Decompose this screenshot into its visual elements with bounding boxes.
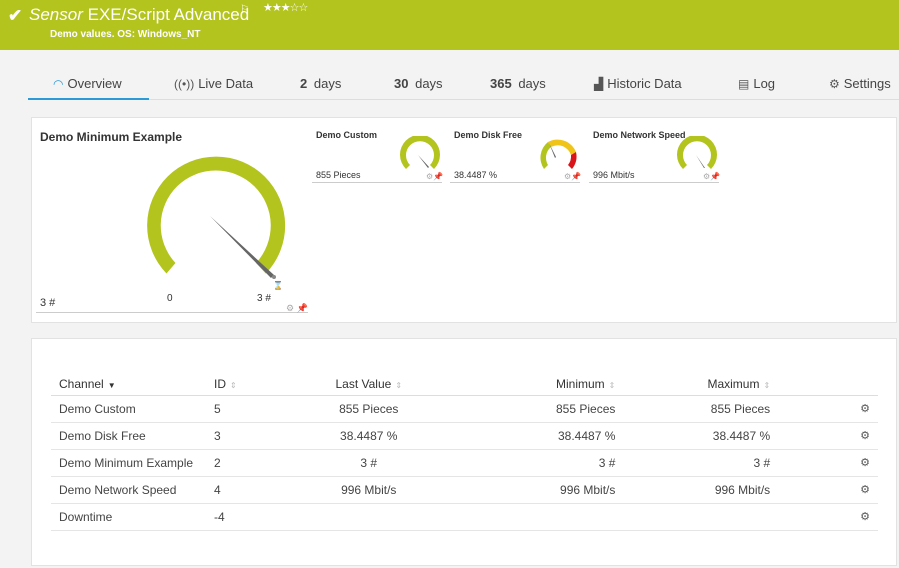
tab-bar: ◠ Overview ((•)) Live Data 2 days 30 days … (28, 64, 899, 100)
channels-panel: Channel ▼ ID ⇕ Last Value ⇕ Minimum ⇕ Maximu… (31, 338, 897, 566)
channel-minimum: 855 Pieces (443, 395, 624, 423)
col-maximum[interactable]: Maximum ⇕ (623, 373, 779, 396)
active-tab-indicator (28, 98, 149, 100)
channel-minimum (443, 503, 624, 531)
gauge-actions[interactable]: ⚙📌 (564, 172, 582, 181)
gauge-dial (400, 136, 440, 169)
col-last-value[interactable]: Last Value ⇕ (293, 373, 444, 396)
channel-settings-icon[interactable]: ⚙ (778, 422, 878, 450)
channel-minimum: 996 Mbit/s (443, 476, 624, 504)
channel-name[interactable]: Downtime (51, 503, 206, 531)
status-ok-icon: ✔ (8, 6, 23, 25)
gauge-actions[interactable]: ⚙📌 (703, 172, 721, 181)
sensor-header: ✔ Sensor EXE/Script Advanced ⚐ ★★★☆☆ Dem… (0, 0, 899, 50)
channel-name[interactable]: Demo Custom (51, 395, 206, 423)
sort-desc-icon: ▼ (107, 380, 116, 390)
gauge-actions[interactable]: ⚙📌 (426, 172, 444, 181)
divider (36, 312, 308, 313)
col-id[interactable]: ID ⇕ (205, 373, 294, 396)
channel-maximum: 855 Pieces (623, 395, 779, 423)
channel-last-value (293, 503, 444, 531)
table-header-row: Channel ▼ ID ⇕ Last Value ⇕ Minimum ⇕ Maximu… (51, 373, 878, 396)
flag-icon[interactable]: ⚐ (240, 4, 249, 15)
main-gauge-max: 3 # (257, 293, 271, 304)
log-icon: ▤ (738, 77, 750, 91)
tab-2-days[interactable]: 2 days (300, 76, 342, 91)
tab-30-days[interactable]: 30 days (394, 76, 443, 91)
tab-historic-data[interactable]: ▟ Historic Data (594, 76, 682, 91)
table-row[interactable]: Demo Network Speed 4 996 Mbit/s 996 Mbit… (51, 476, 878, 504)
divider (589, 182, 719, 183)
channel-minimum: 3 # (443, 449, 624, 477)
col-channel[interactable]: Channel ▼ (51, 373, 206, 396)
sort-icon: ⇕ (229, 380, 237, 390)
main-gauge[interactable]: ⌛ (132, 142, 312, 292)
gauge-demo-custom[interactable]: Demo Custom 855 Pieces ⚙📌 (312, 118, 445, 188)
channel-last-value: 855 Pieces (293, 395, 444, 423)
main-gauge-min: 0 (167, 293, 173, 304)
channel-name[interactable]: Demo Network Speed (51, 476, 206, 504)
channel-name[interactable]: Demo Disk Free (51, 422, 206, 450)
sensor-subtitle: Demo values. OS: Windows_NT (50, 29, 201, 40)
svg-text:⌛: ⌛ (273, 280, 283, 290)
channel-settings-icon[interactable]: ⚙ (778, 449, 878, 477)
channel-id: 3 (205, 422, 294, 450)
gauge-demo-network-speed[interactable]: Demo Network Speed 996 Mbit/s ⚙📌 (589, 118, 722, 188)
main-gauge-value: 3 # (40, 297, 56, 309)
tab-365-days[interactable]: 365 days (490, 76, 546, 91)
col-minimum[interactable]: Minimum ⇕ (443, 373, 624, 396)
tab-log[interactable]: ▤ Log (738, 76, 776, 91)
table-row[interactable]: Downtime -4 ⚙ (51, 503, 878, 531)
channel-settings-icon[interactable]: ⚙ (778, 503, 878, 531)
channel-settings-icon[interactable]: ⚙ (778, 476, 878, 504)
divider (312, 182, 442, 183)
channel-id: 2 (205, 449, 294, 477)
sensor-title: Sensor EXE/Script Advanced (29, 5, 250, 24)
gear-icon: ⚙ (829, 77, 840, 91)
gauge-icon: ◠ (53, 77, 64, 91)
sort-icon: ⇕ (763, 380, 771, 390)
tab-live-data[interactable]: ((•)) Live Data (174, 76, 254, 91)
gauges-panel: Demo Minimum Example ⌛ 3 # 0 3 # ⚙ 📌 Dem… (31, 117, 897, 323)
channel-last-value: 38.4487 % (293, 422, 444, 450)
channel-id: 5 (205, 395, 294, 423)
tab-settings[interactable]: ⚙ Settings (829, 76, 891, 91)
table-row[interactable]: Demo Custom 5 855 Pieces 855 Pieces 855 … (51, 395, 878, 423)
channel-last-value: 3 # (293, 449, 444, 477)
table-row[interactable]: Demo Disk Free 3 38.4487 % 38.4487 % 38.… (51, 422, 878, 450)
channel-last-value: 996 Mbit/s (293, 476, 444, 504)
channel-minimum: 38.4487 % (443, 422, 624, 450)
col-actions (778, 373, 878, 396)
gauge-dial (677, 136, 717, 169)
divider (450, 182, 580, 183)
priority-stars[interactable]: ★★★☆☆ (263, 2, 308, 14)
chart-icon: ▟ (594, 77, 604, 91)
sort-icon: ⇕ (608, 380, 616, 390)
channel-maximum: 3 # (623, 449, 779, 477)
channel-name[interactable]: Demo Minimum Example (51, 449, 206, 477)
channel-id: 4 (205, 476, 294, 504)
channel-maximum: 996 Mbit/s (623, 476, 779, 504)
sort-icon: ⇕ (395, 380, 403, 390)
channels-table: Channel ▼ ID ⇕ Last Value ⇕ Minimum ⇕ Maximu… (51, 373, 878, 531)
table-row[interactable]: Demo Minimum Example 2 3 # 3 # 3 # ⚙ (51, 449, 878, 477)
channel-settings-icon[interactable]: ⚙ (778, 395, 878, 423)
tab-overview[interactable]: ◠ Overview (53, 76, 122, 91)
channel-id: -4 (205, 503, 294, 531)
gauge-actions[interactable]: ⚙ 📌 (286, 303, 308, 313)
channel-maximum (623, 503, 779, 531)
main-gauge-title: Demo Minimum Example (40, 130, 183, 144)
gauge-dial (540, 139, 577, 169)
live-icon: ((•)) (174, 77, 195, 91)
channel-maximum: 38.4487 % (623, 422, 779, 450)
gauge-demo-disk-free[interactable]: Demo Disk Free 38.4487 % ⚙📌 (450, 118, 583, 188)
